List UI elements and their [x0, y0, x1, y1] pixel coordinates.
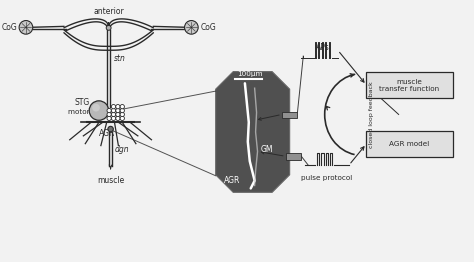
- Polygon shape: [216, 72, 290, 192]
- Text: APs: APs: [316, 43, 330, 52]
- Circle shape: [107, 108, 111, 113]
- Circle shape: [111, 108, 116, 113]
- Text: GM: GM: [260, 145, 273, 154]
- Circle shape: [116, 108, 120, 113]
- Circle shape: [120, 112, 124, 117]
- Circle shape: [19, 20, 33, 34]
- Text: motor neurons: motor neurons: [68, 108, 121, 114]
- Text: pulse protocol: pulse protocol: [301, 175, 352, 181]
- Circle shape: [108, 126, 113, 132]
- Circle shape: [116, 105, 120, 109]
- Bar: [286, 153, 301, 160]
- Circle shape: [116, 116, 120, 121]
- Circle shape: [107, 116, 111, 121]
- Text: muscle: muscle: [97, 176, 124, 185]
- Circle shape: [120, 105, 124, 109]
- Text: AGR: AGR: [223, 176, 240, 185]
- Text: STG: STG: [74, 98, 90, 107]
- Circle shape: [107, 112, 111, 117]
- FancyBboxPatch shape: [366, 72, 453, 99]
- Circle shape: [184, 20, 198, 34]
- Text: AGR model: AGR model: [389, 141, 429, 147]
- Text: CoG: CoG: [200, 23, 216, 32]
- Circle shape: [111, 116, 116, 121]
- Circle shape: [120, 108, 124, 113]
- Text: muscle
transfer function: muscle transfer function: [379, 79, 439, 92]
- Circle shape: [111, 105, 116, 109]
- Text: dgn: dgn: [115, 145, 129, 154]
- Circle shape: [116, 112, 120, 117]
- Text: 100μm: 100μm: [237, 72, 263, 78]
- Text: CoG: CoG: [1, 23, 17, 32]
- Text: stn: stn: [113, 54, 126, 63]
- Circle shape: [92, 104, 100, 112]
- FancyBboxPatch shape: [366, 130, 453, 157]
- Circle shape: [120, 116, 124, 121]
- Circle shape: [111, 112, 116, 117]
- Text: AGR: AGR: [99, 129, 115, 138]
- Text: anterior: anterior: [93, 7, 124, 16]
- Text: closed loop feedback: closed loop feedback: [369, 81, 374, 148]
- Bar: [282, 112, 298, 118]
- Circle shape: [106, 25, 111, 30]
- Circle shape: [89, 101, 109, 120]
